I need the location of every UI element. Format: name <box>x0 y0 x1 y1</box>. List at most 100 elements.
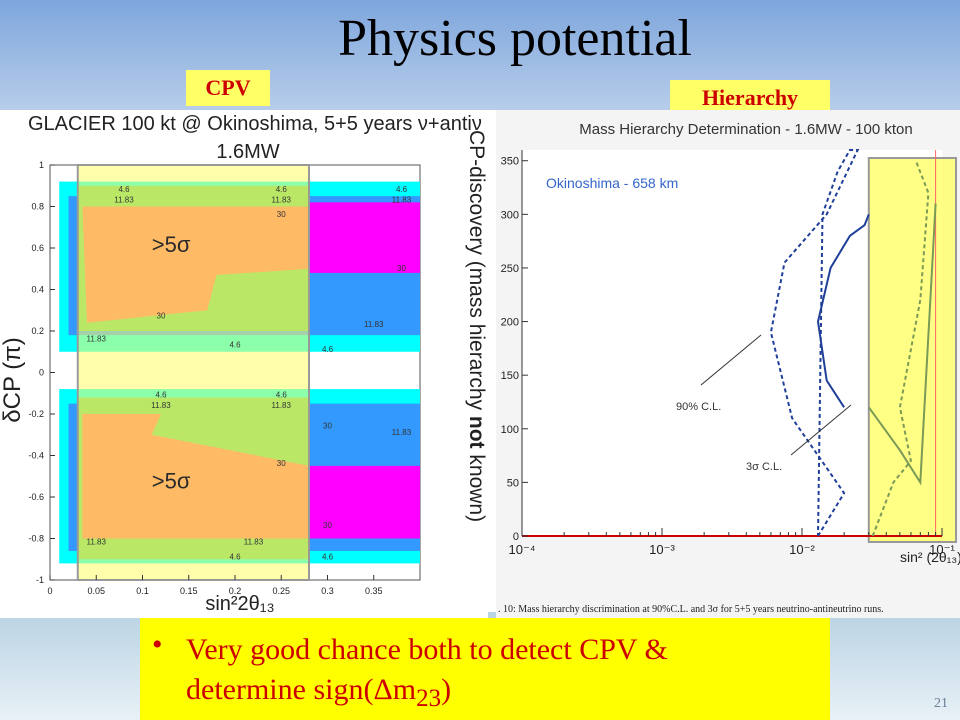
cpv-y-tick-label: 0.8 <box>31 202 44 212</box>
cpv-contour-label: 11.83 <box>392 428 412 437</box>
cpv-x-tick-label: 0.2 <box>229 586 242 596</box>
cpv-side-label-part: CP-discovery (mass hierarchy <box>465 130 488 416</box>
cpv-contour-label: 11.83 <box>114 195 134 204</box>
cpv-y-tick-label: 0 <box>39 368 44 378</box>
bullet-line-1: Very good chance both to detect CPV & <box>186 633 668 666</box>
cpv-contour-label: 4.6 <box>118 185 130 194</box>
mh-series-line <box>871 160 930 537</box>
cpv-contour-label: 11.83 <box>272 401 292 410</box>
cpv-annotation-upper: >5σ <box>152 232 191 257</box>
cpv-title-nu: ν <box>418 113 428 135</box>
cpv-chart-title: GLACIER 100 kt @ Okinoshima, 5+5 years ν… <box>28 113 482 135</box>
cpv-y-tick-label: -1 <box>36 575 44 585</box>
cpv-title-mid: +anti <box>428 113 472 135</box>
slide-title: Physics potential <box>338 10 692 67</box>
cpv-side-label: CP-discovery (mass hierarchy not known) <box>465 130 488 522</box>
cpv-contour-label: 30 <box>323 422 332 431</box>
cpv-chart-title-line2: 1.6MW <box>216 141 279 163</box>
cpv-y-tick-label: 0.2 <box>31 326 44 336</box>
cpv-y-tick-label: -0.4 <box>28 451 44 461</box>
mh-x-axis-label: sin² (2θ₁₃) <box>900 549 960 565</box>
cpv-x-axis-label: sin²2θ₁₃ <box>205 593 274 615</box>
cpv-highlight-region <box>76 164 310 581</box>
delta-symbol: Δ <box>373 673 393 706</box>
cpv-x-tick-label: 0 <box>47 586 52 596</box>
cpv-contour-label: 11.83 <box>87 538 107 547</box>
mh-y-tick-label: 50 <box>507 477 519 489</box>
mh-series-line <box>816 213 870 408</box>
mh-arrow-3sigma <box>790 404 852 456</box>
cpv-x-tick-label: 0.15 <box>180 586 198 596</box>
mh-arrow-90cl <box>700 334 762 386</box>
mh-x-tick-label: 10⁻² <box>789 542 815 557</box>
cpv-y-tick-label: -0.8 <box>28 534 44 544</box>
mh-series-line <box>769 149 860 537</box>
cpv-contour-label: 30 <box>323 521 332 530</box>
cpv-contour-label: 11.83 <box>272 195 292 204</box>
cpv-contour-label: 4.6 <box>276 390 288 399</box>
cpv-y-tick-label: -0.6 <box>28 492 44 502</box>
cpv-contour-label: 4.6 <box>396 185 408 194</box>
cpv-side-label-part: known) <box>465 449 488 523</box>
cpv-x-tick-label: 0.3 <box>321 586 334 596</box>
cpv-contour-label: 30 <box>277 459 286 468</box>
cpv-x-tick-label: 0.25 <box>272 586 290 596</box>
cpv-contour-label: 11.83 <box>244 538 264 547</box>
cpv-contour-label: 11.83 <box>151 401 171 410</box>
cpv-y-tick-label: 0.6 <box>31 243 44 253</box>
cpv-contour-label: 4.6 <box>322 345 334 354</box>
bullet-line-2: determine sign( <box>186 673 374 706</box>
bullet-text: Very good chance both to detect CPV & de… <box>186 630 826 719</box>
cpv-contour-label: 4.6 <box>276 185 288 194</box>
cpv-contour-label: 4.6 <box>322 552 334 561</box>
cpv-x-tick-label: 0.1 <box>136 586 149 596</box>
mh-y-tick-label: 350 <box>501 156 519 168</box>
mh-y-tick-label: 250 <box>501 263 519 275</box>
bullet-dot: • <box>152 628 163 661</box>
cpv-tag: CPV <box>186 70 270 106</box>
bullet-close: ) <box>441 673 452 706</box>
cpv-contour-label: 30 <box>157 312 166 321</box>
cpv-contour-label: 11.83 <box>392 195 412 204</box>
mh-chart-title: Mass Hierarchy Determination - 1.6MW - 1… <box>579 121 912 138</box>
cpv-contour-label: 30 <box>277 210 286 219</box>
cpv-annotation-lower: >5σ <box>152 469 191 494</box>
mh-y-tick-label: 150 <box>501 370 519 382</box>
cpv-contour-label: 11.83 <box>364 320 384 329</box>
mass-symbol: m <box>392 673 417 706</box>
mass-hierarchy-chart: Mass Hierarchy Determination - 1.6MW - 1… <box>498 121 960 615</box>
cpv-y-tick-label: -0.2 <box>28 409 44 419</box>
cpv-x-tick-label: 0.35 <box>365 586 383 596</box>
mass-subscript: 23 <box>416 685 442 712</box>
cpv-y-axis-label: δCP (π) <box>0 337 26 422</box>
mh-x-tick-label: 10⁻¹ <box>929 542 955 557</box>
mh-y-tick-label: 300 <box>501 209 519 221</box>
mh-y-tick-label: 200 <box>501 317 519 329</box>
cpv-contour-label: 4.6 <box>155 390 167 399</box>
mh-x-tick-label: 10⁻³ <box>649 542 675 557</box>
bullet-box: • Very good chance both to detect CPV & … <box>140 618 830 720</box>
mh-y-tick-label: 100 <box>501 424 519 436</box>
mh-highlight-region <box>867 157 957 543</box>
cpv-contour-label: 30 <box>397 264 406 273</box>
mh-x-tick-label: 10⁻⁴ <box>509 542 536 557</box>
page-number: 21 <box>934 696 948 711</box>
mh-label-3sigma: 3σ C.L. <box>746 461 782 473</box>
cpv-x-tick-label: 0.05 <box>87 586 105 596</box>
cpv-contour-label: 4.6 <box>229 341 241 350</box>
cpv-side-label-part: not <box>465 416 488 449</box>
mh-y-tick-label: 0 <box>513 531 519 543</box>
cpv-contour-label: 4.6 <box>229 552 241 561</box>
cpv-title-text: GLACIER 100 kt @ Okinoshima, 5+5 years <box>28 113 418 135</box>
cpv-contour-label: 11.83 <box>87 334 107 343</box>
hierarchy-panel: Mass Hierarchy Determination - 1.6MW - 1… <box>496 110 960 618</box>
mh-caption: . 10: Mass hierarchy discrimination at 9… <box>498 604 884 615</box>
cpv-title-nu2: ν <box>472 113 482 135</box>
cpv-contour-chart: GLACIER 100 kt @ Okinoshima, 5+5 years ν… <box>0 113 488 615</box>
cpv-y-tick-label: 1 <box>39 160 44 170</box>
cpv-panel: GLACIER 100 kt @ Okinoshima, 5+5 years ν… <box>0 110 488 618</box>
mh-label-90cl: 90% C.L. <box>676 401 721 413</box>
mh-series-line <box>867 203 937 486</box>
cpv-y-tick-label: 0.4 <box>31 285 44 295</box>
mh-legend: Okinoshima - 658 km <box>546 175 678 191</box>
